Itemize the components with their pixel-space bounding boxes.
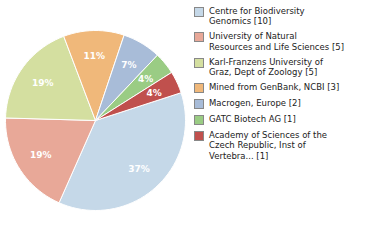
svg-text:37%: 37% [128, 163, 150, 173]
svg-text:4%: 4% [138, 74, 153, 84]
html-text:Karl-Franzens University of Gr: Karl-Franzens University of Graz, Dept o… [209, 56, 323, 77]
svg-text:11%: 11% [84, 51, 106, 61]
svg-text:7%: 7% [121, 60, 136, 70]
svg-text:19%: 19% [32, 78, 54, 88]
html-text:University of Natural Resource: University of Natural Resources and Life… [209, 31, 344, 52]
svg-text:19%: 19% [30, 150, 52, 160]
svg-text:4%: 4% [147, 88, 162, 98]
html-text:Academy of Sciences of the Cze: Academy of Sciences of the Czech Republi… [209, 130, 327, 161]
html-text:Centre for Biodiversity Genomi: Centre for Biodiversity Genomics [10] [209, 6, 305, 27]
html-text:Macrogen, Europe [2]: Macrogen, Europe [2] [209, 98, 301, 109]
html-text:GATC Biotech AG [1]: GATC Biotech AG [1] [209, 114, 296, 125]
html-text:Mined from GenBank, NCBI [3]: Mined from GenBank, NCBI [3] [209, 82, 340, 93]
